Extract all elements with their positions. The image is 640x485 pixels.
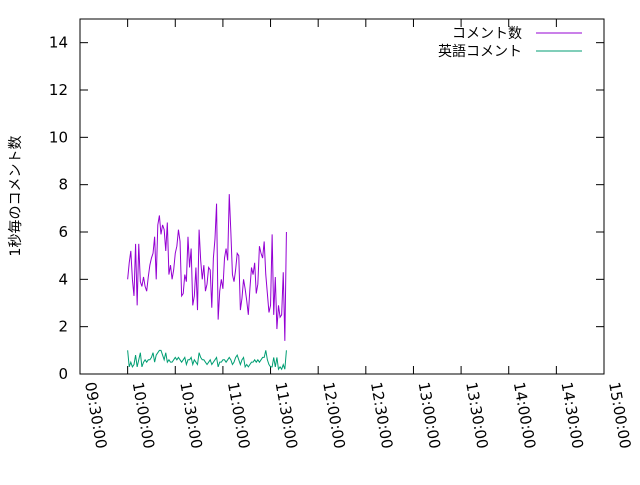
x-tick-label: 14:30:00 [557,381,586,450]
x-tick-label: 11:30:00 [272,381,301,450]
y-tick-label: 12 [49,81,68,99]
series-line-2 [127,349,287,371]
x-tick-label: 12:30:00 [367,381,396,450]
x-axis: 09:30:00 10:00:00 10:30:00 11:00:00 11:30:00… [79,19,634,450]
x-tick-label: 12:00:00 [319,381,348,450]
series-layer [127,194,287,371]
x-tick-label: 13:30:00 [462,381,491,450]
y-tick-label: 6 [58,223,68,241]
y-tick-label: 0 [58,365,68,383]
y-axis: 0 2 4 6 8 10 12 14 [49,34,604,383]
y-tick-label: 8 [58,176,68,194]
legend-label: コメント数 [452,26,522,42]
y-tick-label: 10 [49,128,68,146]
x-tick-label: 15:00:00 [605,381,634,450]
legend-label: 英語コメント [438,43,522,60]
y-tick-label: 4 [58,270,68,288]
x-tick-label: 13:00:00 [415,381,444,450]
x-tick-label: 10:30:00 [176,381,205,450]
x-tick-label: 10:00:00 [129,381,158,450]
y-axis-label: 1秒毎のコメント数 [8,136,24,257]
plot-frame [79,18,605,375]
x-tick-label: 14:00:00 [510,381,539,450]
series-line-1 [127,194,287,341]
x-tick-label: 11:00:00 [224,381,253,450]
x-tick-label: 09:30:00 [81,381,110,450]
y-tick-label: 2 [58,318,68,336]
y-tick-label: 14 [49,34,68,52]
